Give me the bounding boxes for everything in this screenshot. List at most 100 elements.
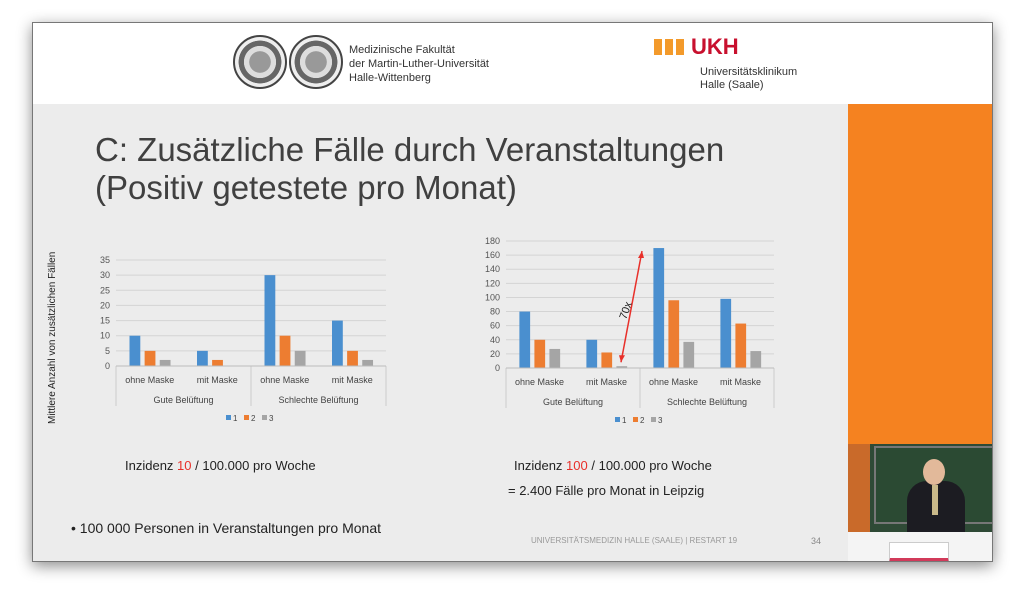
- y-tick-label: 0: [495, 363, 500, 373]
- legend-swatch: [615, 417, 620, 422]
- ukh-logo-bars: [654, 39, 687, 60]
- bar-series-1: [264, 275, 276, 366]
- bar-series-1: [720, 298, 732, 368]
- faculty-line: der Martin-Luther-Universität: [349, 58, 489, 70]
- bar-series-2: [279, 335, 291, 366]
- group-label: Gute Belüftung: [153, 395, 213, 405]
- name-sign: [889, 542, 949, 561]
- bar-series-2: [735, 323, 747, 368]
- legend-swatch: [262, 415, 267, 420]
- legend-swatch: [651, 417, 656, 422]
- bar-series-2: [601, 352, 613, 368]
- page-number: 34: [811, 536, 822, 546]
- y-tick-label: 100: [485, 292, 500, 302]
- x-tick-label: mit Maske: [720, 377, 761, 387]
- y-tick-label: 120: [485, 278, 500, 288]
- y-tick-label: 30: [100, 270, 110, 280]
- group-label: Gute Belüftung: [543, 397, 603, 407]
- slide-header: Medizinische Fakultät der Martin-Luther-…: [33, 23, 992, 104]
- y-tick-label: 40: [490, 335, 500, 345]
- y-tick-label: 25: [100, 285, 110, 295]
- university-seal-logo: [233, 35, 287, 89]
- legend-label: 2: [251, 414, 256, 423]
- group-label: Schlechte Belüftung: [278, 395, 358, 405]
- legend-swatch: [633, 417, 638, 422]
- ukh-subtitle: Universitätsklinikum Halle (Saale): [700, 66, 797, 92]
- bar-series-1: [332, 320, 343, 366]
- y-tick-label: 80: [490, 307, 500, 317]
- legend-swatch: [226, 415, 231, 420]
- right-caption-2: = 2.400 Fälle pro Monat in Leipzig: [508, 483, 705, 498]
- slide-title: C: Zusätzliche Fälle durch Veranstaltung…: [95, 131, 724, 207]
- university-seal-logo-2: [289, 35, 343, 89]
- x-tick-label: mit Maske: [332, 375, 373, 385]
- ukh-logo: UKH: [691, 34, 739, 59]
- right-caption: Inzidenz 100 / 100.000 pro Woche: [514, 458, 712, 473]
- y-tick-label: 35: [100, 255, 110, 265]
- incidence-value: 10: [177, 458, 192, 473]
- title-line-1: C: Zusätzliche Fälle durch Veranstaltung…: [95, 131, 725, 168]
- y-tick-label: 60: [490, 321, 500, 331]
- bar-series-2: [212, 359, 223, 366]
- x-tick-label: ohne Maske: [649, 377, 698, 387]
- arrow-head: [619, 355, 625, 363]
- faculty-line: Halle-Wittenberg: [349, 72, 431, 84]
- annotation-arrow: [620, 250, 643, 363]
- speaker-video: [848, 444, 992, 561]
- y-tick-label: 180: [485, 236, 500, 246]
- y-tick-label: 0: [105, 361, 110, 371]
- bar-series-3: [616, 366, 628, 368]
- faculty-name: Medizinische Fakultät der Martin-Luther-…: [349, 43, 489, 85]
- bar-series-1: [519, 311, 531, 368]
- y-tick-label: 5: [105, 346, 110, 356]
- title-line-2: (Positiv getestete pro Monat): [95, 169, 517, 206]
- bar-series-3: [549, 348, 561, 368]
- bar-series-3: [683, 341, 695, 368]
- bar-series-2: [144, 350, 156, 366]
- x-tick-label: ohne Maske: [515, 377, 564, 387]
- orange-side-bar: [848, 104, 992, 444]
- y-tick-label: 10: [100, 331, 110, 341]
- bar-series-1: [129, 335, 141, 366]
- ukh-sub-line: Halle (Saale): [700, 79, 764, 91]
- group-label: Schlechte Belüftung: [667, 397, 747, 407]
- legend-label: 1: [622, 416, 627, 425]
- x-tick-label: mit Maske: [197, 375, 238, 385]
- legend-label: 3: [658, 416, 663, 425]
- y-tick-label: 20: [100, 300, 110, 310]
- arrow-head: [638, 251, 644, 259]
- bar-series-1: [653, 248, 665, 368]
- bar-series-3: [294, 350, 306, 366]
- chart-right: 0 20 40 60 80 100 120 140 160 180 ohne Maske mit Ma…: [485, 236, 775, 425]
- x-tick-label: mit Maske: [586, 377, 627, 387]
- bar-series-3: [750, 351, 762, 368]
- y-tick-label: 140: [485, 264, 500, 274]
- bar-series-1: [586, 339, 598, 368]
- slide-footer: UNIVERSITÄTSMEDIZIN HALLE (SAALE) | REST…: [531, 536, 738, 545]
- chart-left: 0 5 10 15 20 25 30 35 ohne Maske mit Maske ohne Ma…: [100, 255, 387, 423]
- legend-label: 1: [233, 414, 238, 423]
- incidence-value: 100: [566, 458, 588, 473]
- left-caption: Inzidenz 10 / 100.000 pro Woche: [125, 458, 316, 473]
- bullet-item: • 100 000 Personen in Veranstaltungen pr…: [71, 520, 382, 536]
- bar-series-2: [534, 339, 546, 368]
- speaker: [905, 459, 965, 539]
- faculty-line: Medizinische Fakultät: [349, 44, 455, 56]
- y-tick-label: 20: [490, 349, 500, 359]
- annotation-label: 70x: [618, 300, 636, 321]
- bar-series-3: [362, 359, 374, 366]
- ukh-sub-line: Universitätsklinikum: [700, 66, 798, 78]
- bar-series-2: [668, 300, 680, 368]
- x-tick-label: ohne Maske: [260, 375, 309, 385]
- bar-series-3: [159, 359, 171, 366]
- legend-label: 3: [269, 414, 274, 423]
- legend-swatch: [244, 415, 249, 420]
- bar-series-1: [197, 350, 208, 366]
- y-tick-label: 15: [100, 316, 110, 326]
- legend-label: 2: [640, 416, 645, 425]
- y-tick-label: 160: [485, 250, 500, 260]
- y-axis-label: Mittlere Anzahl von zusätzlichen Fällen: [47, 251, 58, 424]
- bar-series-2: [347, 350, 358, 366]
- x-tick-label: ohne Maske: [125, 375, 174, 385]
- presentation-window: Medizinische Fakultät der Martin-Luther-…: [32, 22, 993, 562]
